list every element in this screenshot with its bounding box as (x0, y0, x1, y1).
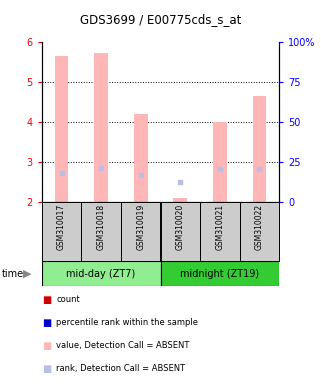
Bar (81, 202, 121, 261)
Bar (173, 198, 187, 202)
Bar (213, 122, 227, 202)
Text: GSM310017: GSM310017 (57, 204, 66, 250)
Bar (134, 114, 148, 202)
Text: GSM310018: GSM310018 (97, 204, 106, 250)
Bar (160, 261, 279, 286)
Text: percentile rank within the sample: percentile rank within the sample (56, 318, 198, 327)
Text: count: count (56, 295, 80, 304)
Text: GSM310021: GSM310021 (215, 204, 224, 250)
Bar (240, 202, 279, 261)
Bar (42, 261, 160, 286)
Bar (253, 96, 266, 202)
Text: GSM310019: GSM310019 (136, 204, 145, 250)
Text: value, Detection Call = ABSENT: value, Detection Call = ABSENT (56, 341, 189, 350)
Text: ■: ■ (42, 341, 51, 351)
Text: mid-day (ZT7): mid-day (ZT7) (66, 268, 136, 279)
Text: time: time (2, 268, 24, 279)
Bar (42, 202, 81, 261)
Text: GDS3699 / E00775cds_s_at: GDS3699 / E00775cds_s_at (80, 13, 241, 26)
Text: ▶: ▶ (23, 268, 31, 279)
Text: GSM310022: GSM310022 (255, 204, 264, 250)
Text: rank, Detection Call = ABSENT: rank, Detection Call = ABSENT (56, 364, 185, 373)
Bar (55, 56, 68, 202)
Text: ■: ■ (42, 318, 51, 328)
Text: GSM310020: GSM310020 (176, 204, 185, 250)
Text: ■: ■ (42, 364, 51, 374)
Text: ■: ■ (42, 295, 51, 305)
Bar (200, 202, 240, 261)
Bar (94, 53, 108, 202)
Bar (160, 202, 200, 261)
Text: midnight (ZT19): midnight (ZT19) (180, 268, 259, 279)
Bar (121, 202, 160, 261)
